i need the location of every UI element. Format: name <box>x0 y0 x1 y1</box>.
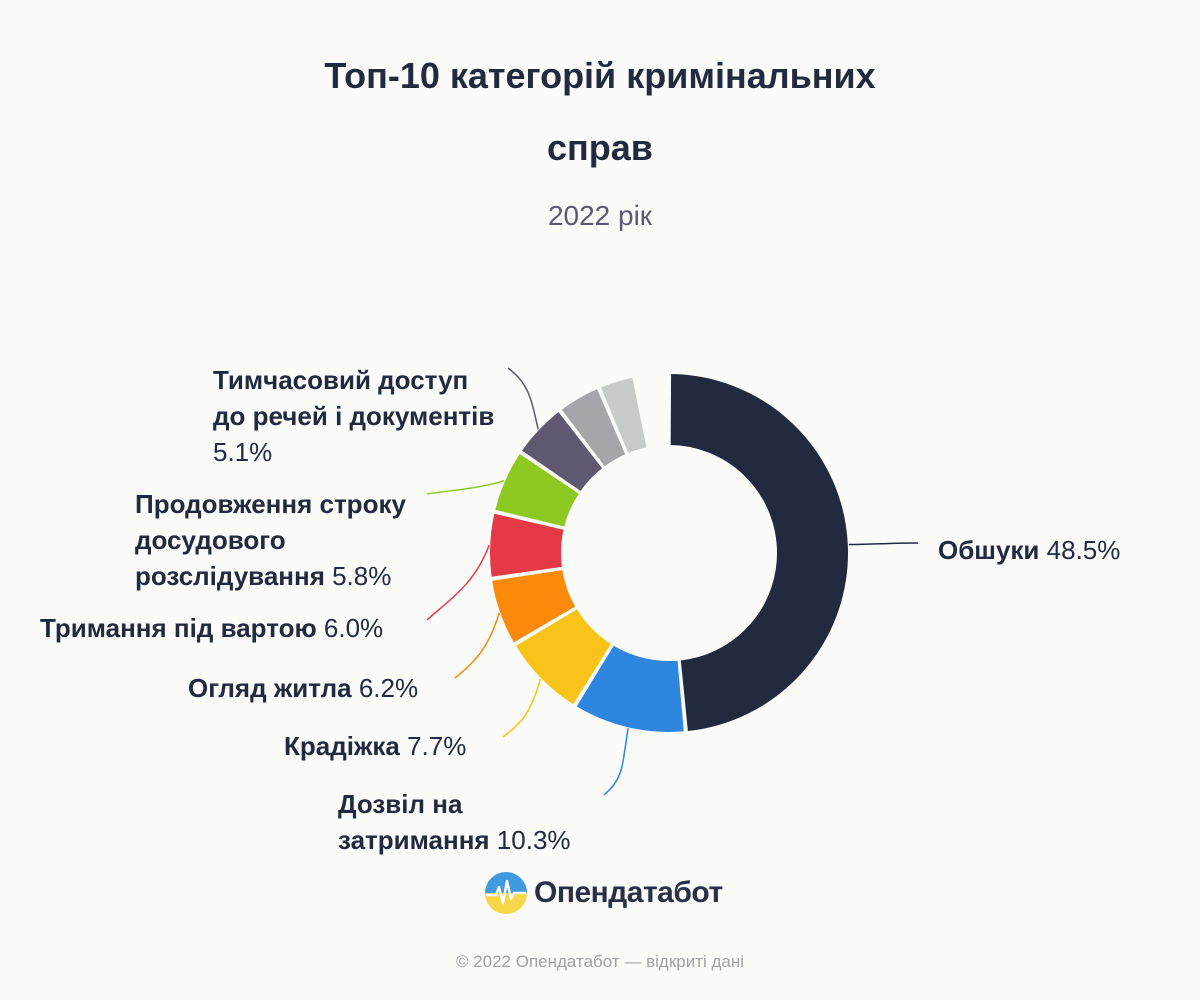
connector-line-5 <box>426 479 505 495</box>
connector-line-3 <box>454 612 500 679</box>
slice-percent: 6.2% <box>351 673 419 703</box>
slice-label-4: Тримання під вартою 6.0% <box>40 610 420 646</box>
chart-title: Топ-10 категорій кримінальних справ <box>324 55 876 168</box>
slice-percent: 5.8% <box>324 561 392 591</box>
slice-label-6: Тимчасовий доступ до речей і документів … <box>213 362 503 470</box>
donut-slice-5 <box>492 451 582 529</box>
logo: Опендатабот <box>484 868 723 918</box>
slice-percent: 48.5% <box>1039 535 1121 565</box>
slice-name: Крадіжка <box>284 731 400 761</box>
slice-label-2: Крадіжка 7.7% <box>284 728 484 764</box>
donut-slice-7 <box>559 386 628 470</box>
slice-label-0: Обшуки 48.5% <box>938 532 1178 568</box>
connector-line-2 <box>502 678 542 738</box>
slice-percent: 10.3% <box>489 825 571 855</box>
donut-slice-9 <box>634 371 670 450</box>
logo-text: Опендатабот <box>534 876 723 909</box>
connector-line-1 <box>603 728 629 796</box>
donut-slice-2 <box>513 606 614 707</box>
slice-name: Дозвіл на затримання <box>338 789 490 855</box>
donut-slice-4 <box>488 511 566 579</box>
footer: © 2022 Опендатабот — відкриті дані <box>455 952 745 971</box>
slice-label-1: Дозвіл на затримання 10.3% <box>338 786 608 858</box>
slice-percent: 6.0% <box>316 613 384 643</box>
donut-slice-0 <box>668 371 850 734</box>
donut-slice-6 <box>519 409 605 494</box>
slice-label-3: Огляд житла 6.2% <box>188 670 438 706</box>
slice-name: Продовження строку досудового розслідува… <box>135 489 406 591</box>
donut-slice-3 <box>489 567 578 646</box>
slice-percent: 7.7% <box>399 731 467 761</box>
slice-percent: 5.1% <box>213 437 273 467</box>
slice-name: Тимчасовий доступ до речей і документів <box>213 365 495 431</box>
donut-slice-1 <box>574 643 686 734</box>
connector-line-4 <box>426 544 490 621</box>
connector-line-6 <box>507 367 539 430</box>
slice-name: Обшуки <box>938 535 1040 565</box>
slice-label-5: Продовження строку досудового розслідува… <box>135 486 425 594</box>
slice-name: Огляд житла <box>188 673 352 703</box>
slice-name: Тримання під вартою <box>40 613 317 643</box>
chart-subtitle: 2022 рік <box>547 200 653 231</box>
connector-line-0 <box>848 542 919 546</box>
opendatabot-logo-icon <box>485 872 527 914</box>
donut-slice-8 <box>598 375 649 456</box>
